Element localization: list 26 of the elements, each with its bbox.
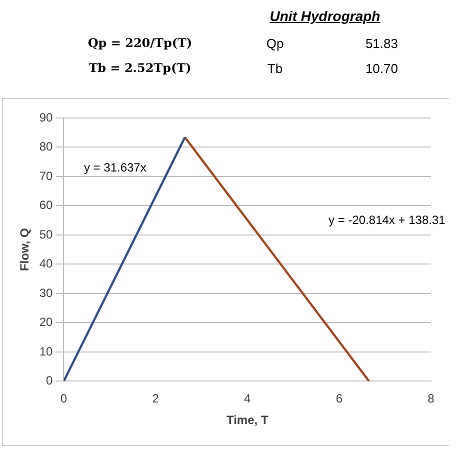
text: Tb — [266, 61, 284, 76]
text: 51.83 — [364, 36, 398, 51]
y-tick-label: 30 — [39, 286, 54, 300]
text: Tb = 2.52Tp(T) — [88, 61, 192, 75]
y-tick-label: 40 — [39, 256, 54, 271]
text: 10.70 — [364, 61, 398, 76]
x-tick-label: 6 — [336, 392, 343, 406]
y-tick-label: 50 — [39, 227, 54, 242]
y-tick-label: 80 — [39, 140, 54, 154]
y-tick-label: 0 — [46, 374, 54, 388]
x-axis-title: Time, T — [226, 413, 269, 428]
x-tick-label: 2 — [152, 392, 160, 406]
chart-title: Unit Hydrograph — [268, 8, 382, 24]
y-tick-label: 20 — [39, 315, 54, 330]
text: Qp — [265, 36, 285, 51]
y-tick-label: 70 — [39, 168, 54, 183]
annotation: y = -20.814x + 138.31 — [328, 212, 446, 227]
text: Qp = 220/Tp(T) — [86, 36, 194, 50]
y-tick-label: 10 — [39, 344, 54, 358]
y-axis-title: Flow, Q — [18, 228, 32, 272]
y-tick-label: 60 — [39, 198, 54, 212]
annotation: y = 31.637x — [84, 160, 146, 174]
y-tick-label: 90 — [39, 110, 54, 124]
x-tick-label: 8 — [428, 392, 435, 406]
x-tick-label: 4 — [244, 392, 252, 406]
x-tick-label: 0 — [60, 392, 68, 406]
